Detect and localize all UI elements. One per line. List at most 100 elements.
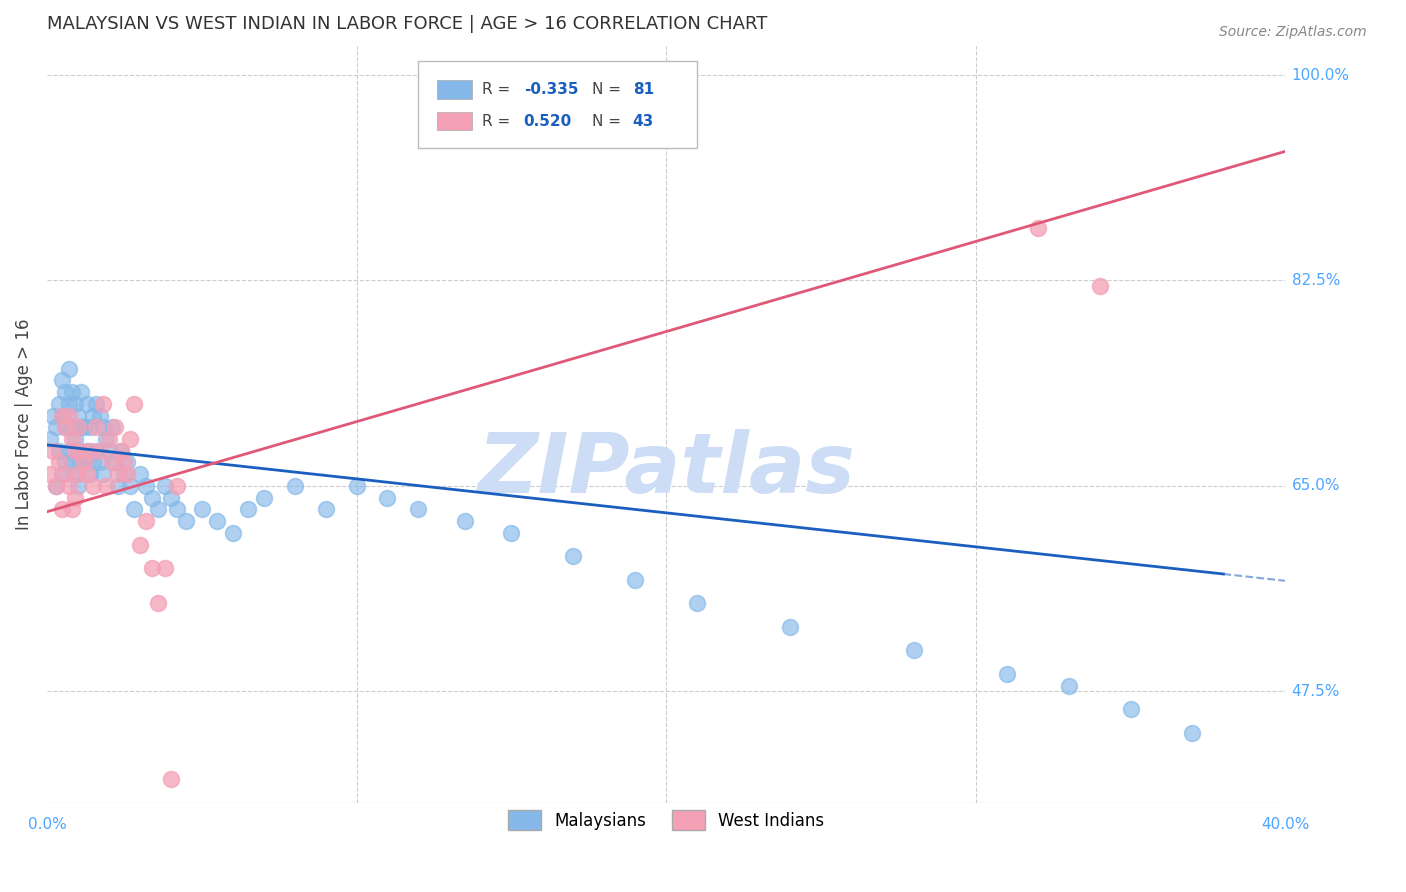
Point <box>1088 279 1111 293</box>
Point <box>66 420 89 434</box>
Point <box>73 455 96 469</box>
Point <box>55 455 77 469</box>
Point <box>107 479 129 493</box>
Point <box>60 432 83 446</box>
Point <box>45 420 67 434</box>
Point <box>284 479 307 493</box>
Point <box>128 467 150 482</box>
Text: MALAYSIAN VS WEST INDIAN IN LABOR FORCE | AGE > 16 CORRELATION CHART: MALAYSIAN VS WEST INDIAN IN LABOR FORCE … <box>46 15 768 33</box>
Point <box>76 467 98 482</box>
Point <box>97 432 120 446</box>
Point <box>58 409 80 423</box>
Point <box>1026 220 1049 235</box>
Point <box>70 443 93 458</box>
Point <box>55 384 77 399</box>
Point <box>86 397 108 411</box>
Point <box>73 455 96 469</box>
Point <box>55 420 77 434</box>
Point <box>120 479 142 493</box>
Point <box>315 502 337 516</box>
Point <box>66 443 89 458</box>
Point <box>94 432 117 446</box>
Point <box>148 502 170 516</box>
Text: ZIPatlas: ZIPatlas <box>477 429 855 510</box>
Point <box>45 479 67 493</box>
Point <box>82 455 104 469</box>
Point <box>39 432 62 446</box>
Point <box>104 455 127 469</box>
Point <box>107 467 129 482</box>
Point <box>562 549 585 564</box>
Point <box>166 479 188 493</box>
Point <box>141 491 163 505</box>
Point <box>408 502 430 516</box>
Point <box>51 502 73 516</box>
Point <box>48 397 70 411</box>
Point <box>89 443 111 458</box>
Point <box>39 467 62 482</box>
Point <box>70 420 93 434</box>
Point <box>101 420 124 434</box>
Point <box>79 420 101 434</box>
Text: Source: ZipAtlas.com: Source: ZipAtlas.com <box>1219 25 1367 39</box>
Point <box>101 455 124 469</box>
Point <box>174 514 197 528</box>
Point <box>89 455 111 469</box>
Text: 81: 81 <box>633 82 654 97</box>
Point <box>70 455 93 469</box>
Point <box>51 467 73 482</box>
Point <box>63 491 86 505</box>
Point <box>55 420 77 434</box>
Point <box>91 467 114 482</box>
Point <box>153 561 176 575</box>
Point <box>135 514 157 528</box>
Point <box>63 432 86 446</box>
Point <box>58 397 80 411</box>
Point <box>166 502 188 516</box>
Legend: Malaysians, West Indians: Malaysians, West Indians <box>502 804 831 837</box>
Point <box>141 561 163 575</box>
Point <box>51 409 73 423</box>
Point <box>346 479 368 493</box>
Text: R =: R = <box>482 82 515 97</box>
Point <box>63 397 86 411</box>
Text: 100.0%: 100.0% <box>1292 68 1350 83</box>
Point <box>63 467 86 482</box>
Point <box>190 502 212 516</box>
FancyBboxPatch shape <box>419 61 697 148</box>
Point <box>117 467 139 482</box>
Point <box>995 666 1018 681</box>
Point <box>86 420 108 434</box>
Point <box>624 573 647 587</box>
Point <box>110 443 132 458</box>
Point <box>205 514 228 528</box>
Point <box>89 409 111 423</box>
Point <box>66 409 89 423</box>
Point <box>82 409 104 423</box>
Point <box>91 397 114 411</box>
Point <box>58 479 80 493</box>
Point <box>70 384 93 399</box>
FancyBboxPatch shape <box>437 112 471 130</box>
Text: 43: 43 <box>633 114 654 129</box>
Point <box>1181 725 1204 739</box>
Point <box>60 502 83 516</box>
Point <box>79 467 101 482</box>
Point <box>63 443 86 458</box>
Point <box>221 525 243 540</box>
Point <box>86 443 108 458</box>
Point <box>48 455 70 469</box>
Point <box>159 772 181 787</box>
Point <box>903 643 925 657</box>
Point <box>51 409 73 423</box>
FancyBboxPatch shape <box>437 79 471 99</box>
Point <box>79 443 101 458</box>
Point <box>377 491 399 505</box>
Point <box>159 491 181 505</box>
Point <box>686 596 709 610</box>
Text: 65.0%: 65.0% <box>1292 478 1340 493</box>
Point <box>104 420 127 434</box>
Point <box>1057 679 1080 693</box>
Point <box>55 467 77 482</box>
Point <box>120 432 142 446</box>
